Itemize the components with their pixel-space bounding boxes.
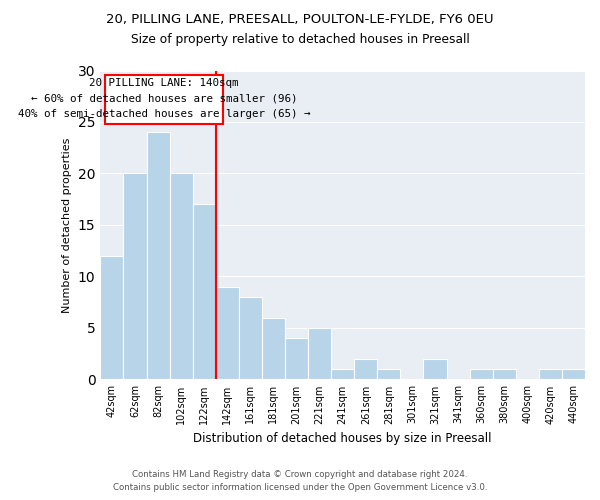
Bar bbox=[539, 369, 562, 380]
X-axis label: Distribution of detached houses by size in Preesall: Distribution of detached houses by size … bbox=[193, 432, 492, 445]
Text: Size of property relative to detached houses in Preesall: Size of property relative to detached ho… bbox=[131, 32, 469, 46]
Bar bbox=[216, 287, 239, 380]
Bar bbox=[493, 369, 516, 380]
Bar bbox=[562, 369, 585, 380]
Bar bbox=[124, 174, 146, 380]
Bar bbox=[262, 318, 285, 380]
Bar bbox=[424, 359, 446, 380]
Text: 20, PILLING LANE, PREESALL, POULTON-LE-FYLDE, FY6 0EU: 20, PILLING LANE, PREESALL, POULTON-LE-F… bbox=[106, 12, 494, 26]
FancyBboxPatch shape bbox=[105, 74, 223, 124]
Bar bbox=[100, 256, 124, 380]
Bar bbox=[239, 297, 262, 380]
Bar bbox=[354, 359, 377, 380]
Text: Contains HM Land Registry data © Crown copyright and database right 2024.
Contai: Contains HM Land Registry data © Crown c… bbox=[113, 470, 487, 492]
Bar bbox=[470, 369, 493, 380]
Bar bbox=[146, 132, 170, 380]
Bar bbox=[308, 328, 331, 380]
Bar bbox=[377, 369, 400, 380]
Bar bbox=[285, 338, 308, 380]
Y-axis label: Number of detached properties: Number of detached properties bbox=[62, 138, 73, 312]
Bar bbox=[193, 204, 216, 380]
Bar bbox=[331, 369, 354, 380]
Text: 20 PILLING LANE: 140sqm
← 60% of detached houses are smaller (96)
40% of semi-de: 20 PILLING LANE: 140sqm ← 60% of detache… bbox=[17, 78, 310, 119]
Bar bbox=[170, 174, 193, 380]
